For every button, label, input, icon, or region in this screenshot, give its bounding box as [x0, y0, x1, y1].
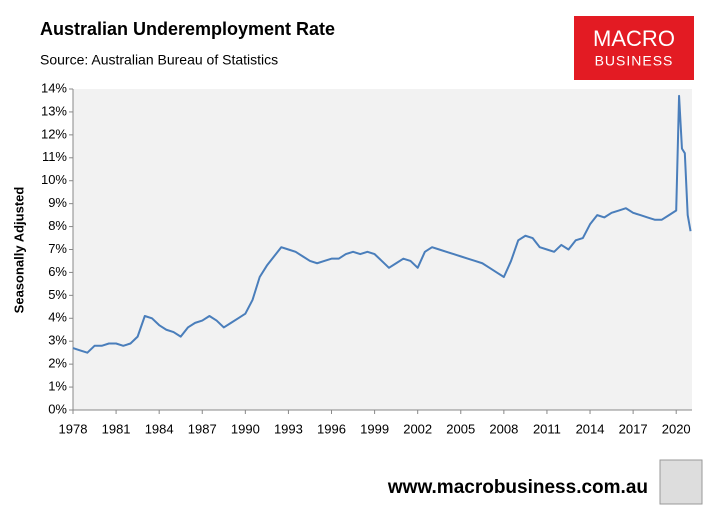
y-tick-label: 2% — [48, 356, 67, 371]
x-tick-label: 2017 — [619, 421, 648, 436]
x-tick-label: 1978 — [59, 421, 88, 436]
x-tick-label: 1993 — [274, 421, 303, 436]
y-tick-label: 8% — [48, 218, 67, 233]
y-tick-label: 7% — [48, 241, 67, 256]
x-tick-label: 2002 — [403, 421, 432, 436]
x-tick-label: 1981 — [102, 421, 131, 436]
logo-box — [574, 16, 694, 80]
chart-title: Australian Underemployment Rate — [40, 19, 335, 39]
y-axis-title: Seasonally Adjusted — [11, 187, 26, 314]
y-tick-label: 0% — [48, 401, 67, 416]
x-tick-label: 1987 — [188, 421, 217, 436]
x-tick-label: 1984 — [145, 421, 174, 436]
x-tick-label: 2011 — [533, 421, 561, 436]
logo-text: MACRO — [593, 26, 675, 51]
data-line — [72, 94, 692, 354]
logo-icon — [659, 459, 703, 505]
website: www.macrobusiness.com.au — [387, 477, 648, 498]
x-tick-label: 1999 — [360, 421, 389, 436]
chart-subtitle: Source: Australian Bureau of Statistics — [40, 52, 278, 68]
x-tick-label: 1990 — [231, 421, 260, 436]
plot-area — [73, 89, 692, 410]
y-tick-label: 5% — [48, 287, 67, 302]
x-tick-label: 2008 — [489, 421, 518, 436]
y-tick-label: 1% — [48, 379, 67, 394]
y-tick-label: 9% — [48, 195, 67, 210]
y-tick-label: 3% — [48, 333, 67, 348]
x-tick-label: 2005 — [446, 421, 475, 436]
y-tick-label: 4% — [48, 310, 67, 325]
y-tick-label: 11% — [42, 149, 67, 164]
x-tick-label: 1996 — [317, 421, 346, 436]
y-tick-label: 13% — [41, 103, 67, 118]
y-tick-label: 12% — [41, 126, 67, 141]
y-tick-label: 6% — [48, 264, 67, 279]
x-tick-label: 2020 — [662, 421, 691, 436]
logo-text: BUSINESS — [595, 53, 674, 69]
y-tick-label: 14% — [41, 80, 67, 95]
x-tick-label: 2014 — [576, 421, 605, 436]
y-tick-label: 10% — [41, 172, 67, 187]
